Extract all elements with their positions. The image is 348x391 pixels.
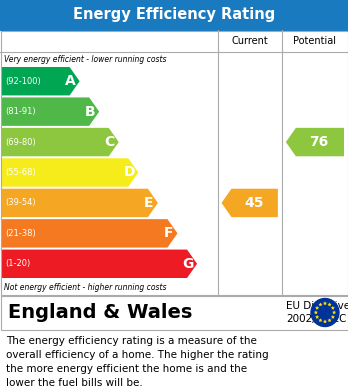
Polygon shape <box>318 303 323 306</box>
Polygon shape <box>331 306 335 310</box>
Polygon shape <box>2 128 119 156</box>
Text: (81-91): (81-91) <box>5 107 35 116</box>
Polygon shape <box>315 315 319 319</box>
Polygon shape <box>2 97 99 126</box>
Bar <box>0 30 348 295</box>
Polygon shape <box>2 189 158 217</box>
Polygon shape <box>286 128 344 156</box>
Polygon shape <box>2 67 80 95</box>
Text: (55-68): (55-68) <box>5 168 36 177</box>
Polygon shape <box>331 315 335 319</box>
Polygon shape <box>332 310 336 314</box>
Text: Not energy efficient - higher running costs: Not energy efficient - higher running co… <box>4 283 166 292</box>
Text: 76: 76 <box>309 135 329 149</box>
Text: Potential: Potential <box>293 36 337 46</box>
Polygon shape <box>315 306 319 310</box>
Text: England & Wales: England & Wales <box>8 303 192 322</box>
Polygon shape <box>2 249 197 278</box>
Text: (39-54): (39-54) <box>5 198 35 208</box>
Text: Current: Current <box>231 36 268 46</box>
Text: B: B <box>85 105 95 118</box>
Text: (92-100): (92-100) <box>5 77 41 86</box>
Bar <box>0 296 348 330</box>
Text: E: E <box>144 196 154 210</box>
Polygon shape <box>323 301 327 305</box>
Text: Very energy efficient - lower running costs: Very energy efficient - lower running co… <box>4 56 166 65</box>
Polygon shape <box>318 318 323 322</box>
Bar <box>0 295 348 330</box>
Text: A: A <box>65 74 76 88</box>
Polygon shape <box>323 319 327 323</box>
Bar <box>0 0 348 30</box>
Text: 45: 45 <box>244 196 263 210</box>
Text: (1-20): (1-20) <box>5 259 30 268</box>
Circle shape <box>311 298 339 326</box>
Text: Energy Efficiency Rating: Energy Efficiency Rating <box>73 7 275 23</box>
Text: G: G <box>182 257 194 271</box>
Polygon shape <box>221 189 278 217</box>
Text: (21-38): (21-38) <box>5 229 36 238</box>
Text: (69-80): (69-80) <box>5 138 36 147</box>
Polygon shape <box>314 310 318 314</box>
Text: D: D <box>124 165 135 179</box>
Text: C: C <box>105 135 115 149</box>
Text: EU Directive
2002/91/EC: EU Directive 2002/91/EC <box>286 301 348 324</box>
Polygon shape <box>327 303 332 306</box>
Polygon shape <box>2 219 177 248</box>
Text: F: F <box>164 226 173 240</box>
Bar <box>0 30 348 294</box>
Polygon shape <box>2 158 138 187</box>
Text: The energy efficiency rating is a measure of the
overall efficiency of a home. T: The energy efficiency rating is a measur… <box>6 336 269 388</box>
Polygon shape <box>327 318 332 322</box>
